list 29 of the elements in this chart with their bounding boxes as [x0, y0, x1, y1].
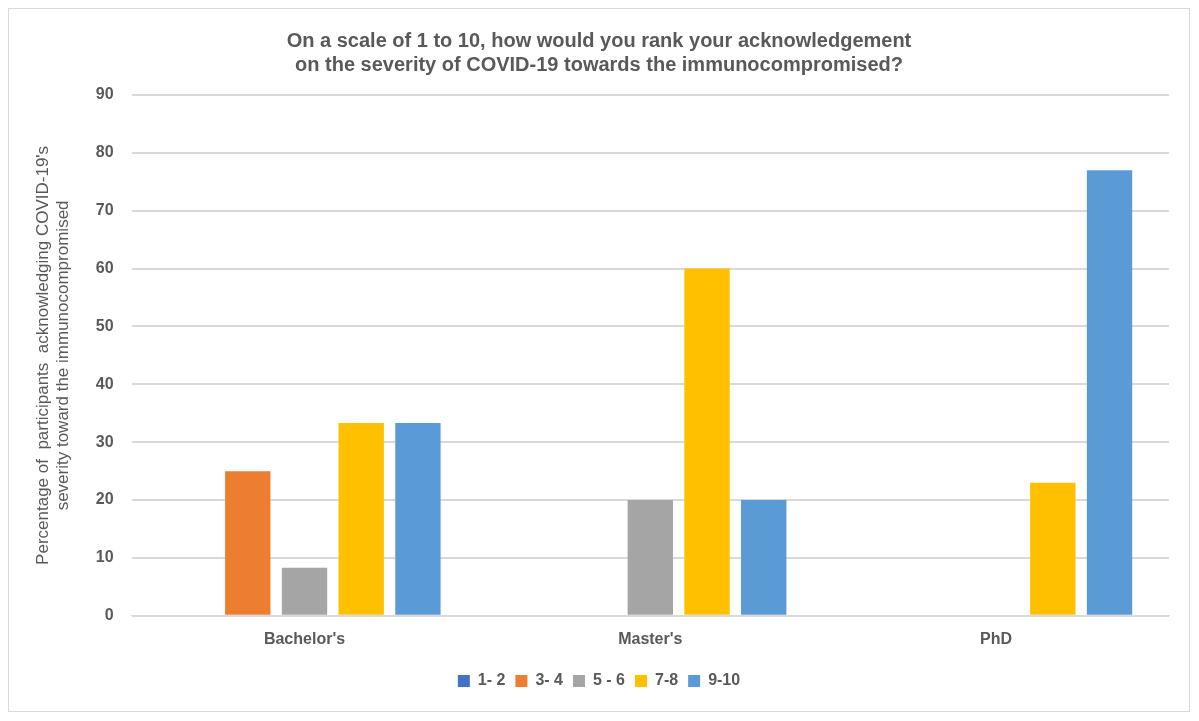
legend-label: 1- 2: [477, 671, 506, 689]
bar: [225, 471, 271, 615]
bar: [684, 268, 730, 615]
y-tick-label: 0: [104, 606, 114, 624]
legend-label: 7-8: [655, 671, 679, 689]
y-tick-label: 90: [95, 85, 114, 103]
bar: [395, 423, 441, 615]
y-axis-title: Percentage of participants acknowledging COVID-19's severity toward the immunocompromised: [32, 145, 73, 565]
bar: [1030, 482, 1076, 615]
y-tick-label: 60: [95, 259, 114, 277]
chart-title: On a scale of 1 to 10, how would you rank your acknowledgement on the severity of COVID-19 towards the immunocompromised?: [286, 28, 912, 75]
bar: [1086, 170, 1133, 615]
x-tick-label: Master's: [618, 629, 683, 647]
bar: [281, 567, 328, 615]
bar: [338, 423, 384, 615]
legend-label: 5 - 6: [592, 671, 626, 689]
y-tick-label: 10: [95, 548, 114, 566]
y-tick-label: 80: [95, 143, 114, 161]
legend-label: 3- 4: [535, 671, 564, 689]
x-tick-label: Bachelor's: [263, 629, 346, 647]
y-tick-label: 70: [95, 201, 114, 219]
legend-label: 9-10: [708, 671, 741, 689]
y-tick-label: 40: [95, 374, 114, 392]
y-tick-label: 50: [95, 316, 114, 334]
bar: [741, 500, 787, 615]
bar: [627, 500, 673, 615]
x-tick-label: PhD: [980, 629, 1013, 647]
y-tick-label: 20: [95, 490, 114, 508]
y-tick-label: 30: [95, 432, 114, 450]
